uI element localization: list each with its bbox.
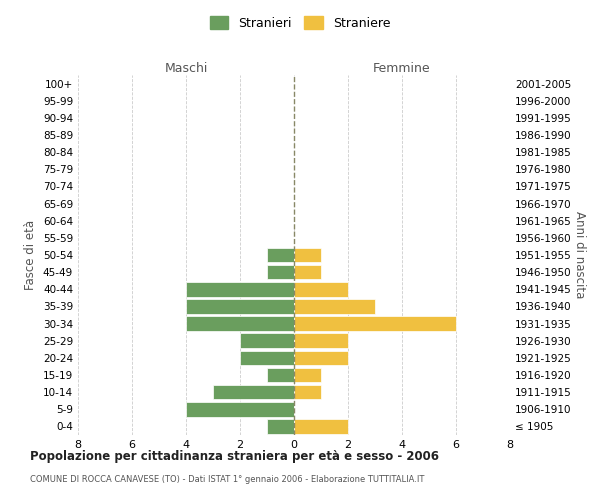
Bar [294,368,321,382]
Bar [294,248,321,262]
Legend: Stranieri, Straniere: Stranieri, Straniere [205,11,395,35]
Bar [294,334,348,348]
Bar [294,282,348,296]
Text: COMUNE DI ROCCA CANAVESE (TO) - Dati ISTAT 1° gennaio 2006 - Elaborazione TUTTIT: COMUNE DI ROCCA CANAVESE (TO) - Dati IST… [30,475,424,484]
Y-axis label: Anni di nascita: Anni di nascita [572,212,586,298]
Bar [186,299,294,314]
Bar [294,419,348,434]
Bar [186,402,294,416]
Bar [240,334,294,348]
Bar [294,385,321,400]
Bar [267,368,294,382]
Text: Maschi: Maschi [164,62,208,75]
Bar [240,350,294,365]
Bar [186,282,294,296]
Bar [213,385,294,400]
Bar [294,265,321,280]
Text: Femmine: Femmine [373,62,431,75]
Bar [267,248,294,262]
Y-axis label: Fasce di età: Fasce di età [25,220,37,290]
Bar [267,265,294,280]
Bar [186,316,294,331]
Bar [294,350,348,365]
Bar [294,316,456,331]
Bar [267,419,294,434]
Bar [294,299,375,314]
Text: Popolazione per cittadinanza straniera per età e sesso - 2006: Popolazione per cittadinanza straniera p… [30,450,439,463]
